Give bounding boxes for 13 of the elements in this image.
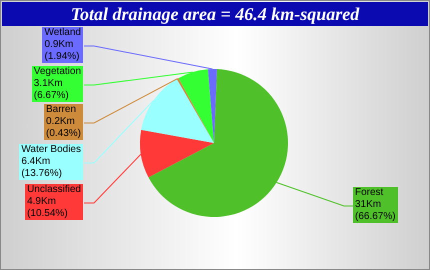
data-label: 0.2Km (0.43%) bbox=[46, 116, 81, 139]
slice-label: Wetland bbox=[44, 27, 81, 38]
slice-label: Unclassified bbox=[27, 184, 81, 195]
data-label: 31Km (66.67%) bbox=[355, 199, 396, 222]
slice-label: Vegetation bbox=[34, 66, 81, 77]
slice-label: Water Bodies bbox=[21, 144, 81, 155]
slice-label: Forest bbox=[355, 187, 384, 198]
chart-title: Total drainage area = 46.4 km-squared bbox=[2, 2, 428, 26]
data-label: 3.1Km (6.67%) bbox=[34, 78, 69, 101]
slice-label: Barren bbox=[46, 104, 76, 115]
data-label: 4.9Km (10.54%) bbox=[27, 196, 68, 219]
data-label: 6.4Km (13.76%) bbox=[21, 156, 62, 179]
data-label: 0.9Km (1.94%) bbox=[44, 39, 80, 62]
